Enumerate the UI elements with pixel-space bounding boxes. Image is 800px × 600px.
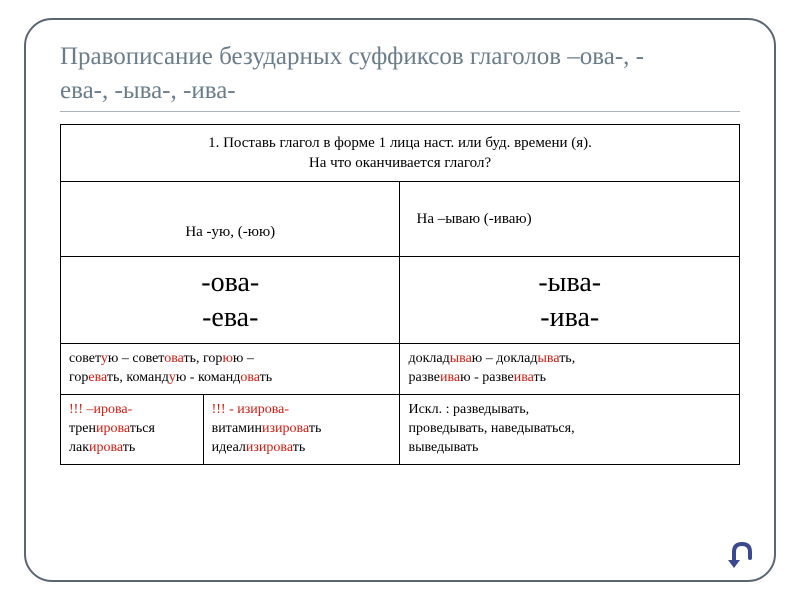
ex-accent: ирова [89, 440, 123, 455]
ex-text: витамин [212, 421, 262, 436]
slide-title: Правописание безударных суффиксов глагол… [60, 40, 740, 108]
exceptions-cell: Искл. : разведывать, проведывать, наведы… [400, 395, 740, 465]
ex-text: идеал [212, 440, 246, 455]
note-izirova-cell: !!! - изирова- витаминизировать идеализи… [203, 395, 400, 465]
return-arrow-icon[interactable] [726, 538, 758, 570]
ex-accent: ива [514, 370, 534, 385]
ex-accent: ыва [538, 351, 560, 366]
suffix-yva: -ыва- [538, 267, 601, 298]
ex-text: ю – доклад [472, 351, 538, 366]
ending-left-cell: На -ую, (-юю) [61, 182, 400, 257]
note-heading: !!! –ирова- [69, 402, 132, 417]
ex-text: совет [69, 351, 101, 366]
suffix-iva: -ива- [540, 302, 599, 333]
exc-line: проведывать, наведываться, [408, 421, 574, 436]
ex-text: ть [260, 370, 273, 385]
ex-text: ть [309, 421, 322, 436]
exc-line: выведывать [408, 440, 478, 455]
ex-text: ть, [559, 351, 575, 366]
ex-text: ться [130, 421, 155, 436]
suffix-ova: -ова- [201, 267, 259, 298]
ex-text: ть, гор [184, 351, 223, 366]
ex-text: ю – [233, 351, 254, 366]
ex-accent: ива [440, 370, 460, 385]
ex-accent: у [101, 351, 108, 366]
ex-text: ю - команд [176, 370, 241, 385]
ex-text: ю – совет [108, 351, 164, 366]
suffix-left-cell: -ова- -ева- [61, 257, 400, 344]
ex-text: ть [534, 370, 547, 385]
ex-accent: ова [164, 351, 183, 366]
ex-text: ю - разве [460, 370, 514, 385]
ex-text: ть [123, 440, 136, 455]
ending-left: На -ую, (-юю) [185, 224, 275, 240]
suffix-eva: -ева- [202, 302, 258, 333]
ex-accent: ева [88, 370, 107, 385]
ex-accent: ова [240, 370, 259, 385]
ex-text: трен [69, 421, 96, 436]
rules-table: 1. Поставь глагол в форме 1 лица наст. и… [60, 124, 740, 465]
ex-accent: ю [222, 351, 232, 366]
ex-accent: изирова [246, 440, 293, 455]
slide-content: Правописание безударных суффиксов глагол… [60, 40, 740, 465]
ex-accent: ыва [450, 351, 472, 366]
ending-right-cell: На –ываю (-иваю) [400, 182, 740, 257]
suffix-right-cell: -ыва- -ива- [400, 257, 740, 344]
exc-line: Искл. : разведывать, [408, 402, 529, 417]
table-header: 1. Поставь глагол в форме 1 лица наст. и… [61, 124, 740, 182]
ex-text: разве [408, 370, 440, 385]
examples-right-cell: докладываю – докладывать, развеиваю - ра… [400, 344, 740, 395]
examples-left-cell: советую – советовать, горюю – горевать, … [61, 344, 400, 395]
ex-text: ть, команд [107, 370, 169, 385]
ending-right: На –ываю (-иваю) [416, 211, 531, 227]
note-irova-cell: !!! –ирова- тренироваться лакировать [61, 395, 204, 465]
ex-accent: у [169, 370, 176, 385]
title-line-1: Правописание безударных суффиксов глагол… [60, 43, 644, 70]
title-line-2: ева-, -ыва-, -ива- [60, 77, 236, 104]
ex-text: доклад [408, 351, 449, 366]
ex-text: ть [293, 440, 306, 455]
ex-text: лак [69, 440, 89, 455]
ex-text: гор [69, 370, 88, 385]
ex-accent: изирова [262, 421, 309, 436]
ex-accent: ирова [96, 421, 130, 436]
header-line-1: 1. Поставь глагол в форме 1 лица наст. и… [208, 135, 592, 151]
title-underline [60, 111, 740, 112]
note-heading: !!! - изирова- [212, 402, 289, 417]
header-line-2: На что оканчивается глагол? [309, 155, 491, 171]
